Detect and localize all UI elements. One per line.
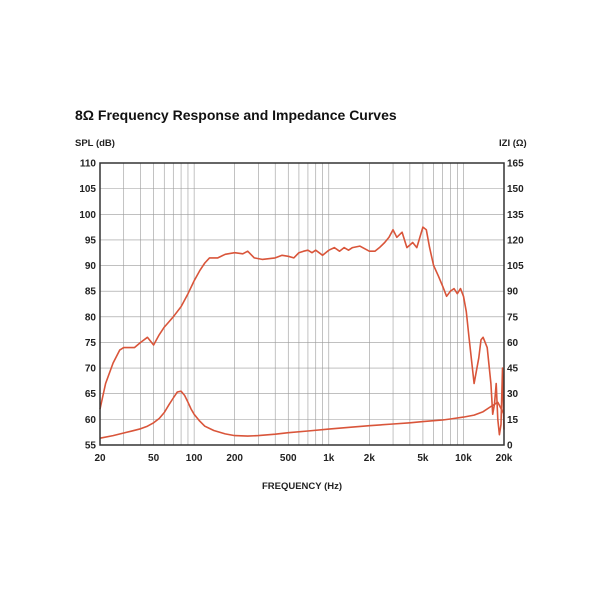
y-tick-label-left: 100 [79, 210, 96, 221]
x-tick-label: 5k [417, 453, 429, 464]
grid [99, 162, 505, 446]
y-axis-label-left: SPL (dB) [75, 138, 115, 149]
x-tick-label: 20k [496, 453, 513, 464]
x-tick-label: 2k [364, 453, 376, 464]
curves [99, 226, 505, 439]
x-tick-label: 500 [280, 453, 297, 464]
spl-curve [99, 226, 505, 436]
y-tick-label-right: 165 [507, 159, 524, 170]
x-tick-label: 20 [94, 453, 106, 464]
x-tick-label: 1k [323, 453, 335, 464]
y-tick-label-left: 110 [80, 159, 97, 170]
plot-frame [99, 162, 505, 446]
y-tick-label-right: 30 [507, 389, 519, 400]
x-axis-label: FREQUENCY (Hz) [262, 481, 342, 492]
y-tick-label-left: 60 [85, 415, 97, 426]
x-tick-label: 200 [226, 453, 243, 464]
y-tick-label-left: 65 [85, 389, 97, 400]
x-tick-label: 50 [148, 453, 160, 464]
y-tick-label-right: 105 [507, 261, 524, 272]
y-tick-label-right: 15 [507, 415, 519, 426]
y-tick-label-left: 95 [85, 235, 97, 246]
y-tick-label-right: 75 [507, 312, 519, 323]
y-tick-label-right: 0 [507, 441, 513, 452]
x-tick-label: 100 [186, 453, 203, 464]
y-tick-label-right: 150 [507, 184, 524, 195]
chart-title: 8Ω Frequency Response and Impedance Curv… [75, 107, 397, 123]
y-tick-label-right: 45 [507, 364, 519, 375]
y-tick-label-right: 135 [507, 210, 524, 221]
impedance-curve [99, 390, 505, 439]
y-tick-label-left: 55 [85, 441, 97, 452]
y-tick-label-left: 90 [85, 261, 97, 272]
tick-labels: 20 50 100 200 500 1k 2k 5k 10k 20k 110 105 100 95 90 85… [79, 159, 524, 465]
y-tick-label-right: 90 [507, 287, 519, 298]
y-tick-label-left: 85 [85, 287, 97, 298]
y-tick-label-left: 75 [85, 338, 97, 349]
y-tick-label-right: 120 [507, 235, 524, 246]
x-tick-label: 10k [455, 453, 472, 464]
y-tick-label-left: 105 [79, 184, 96, 195]
y-axis-label-right: IZI (Ω) [499, 138, 527, 149]
y-tick-label-right: 60 [507, 338, 519, 349]
y-tick-label-left: 70 [85, 364, 97, 375]
y-tick-label-left: 80 [85, 312, 97, 323]
